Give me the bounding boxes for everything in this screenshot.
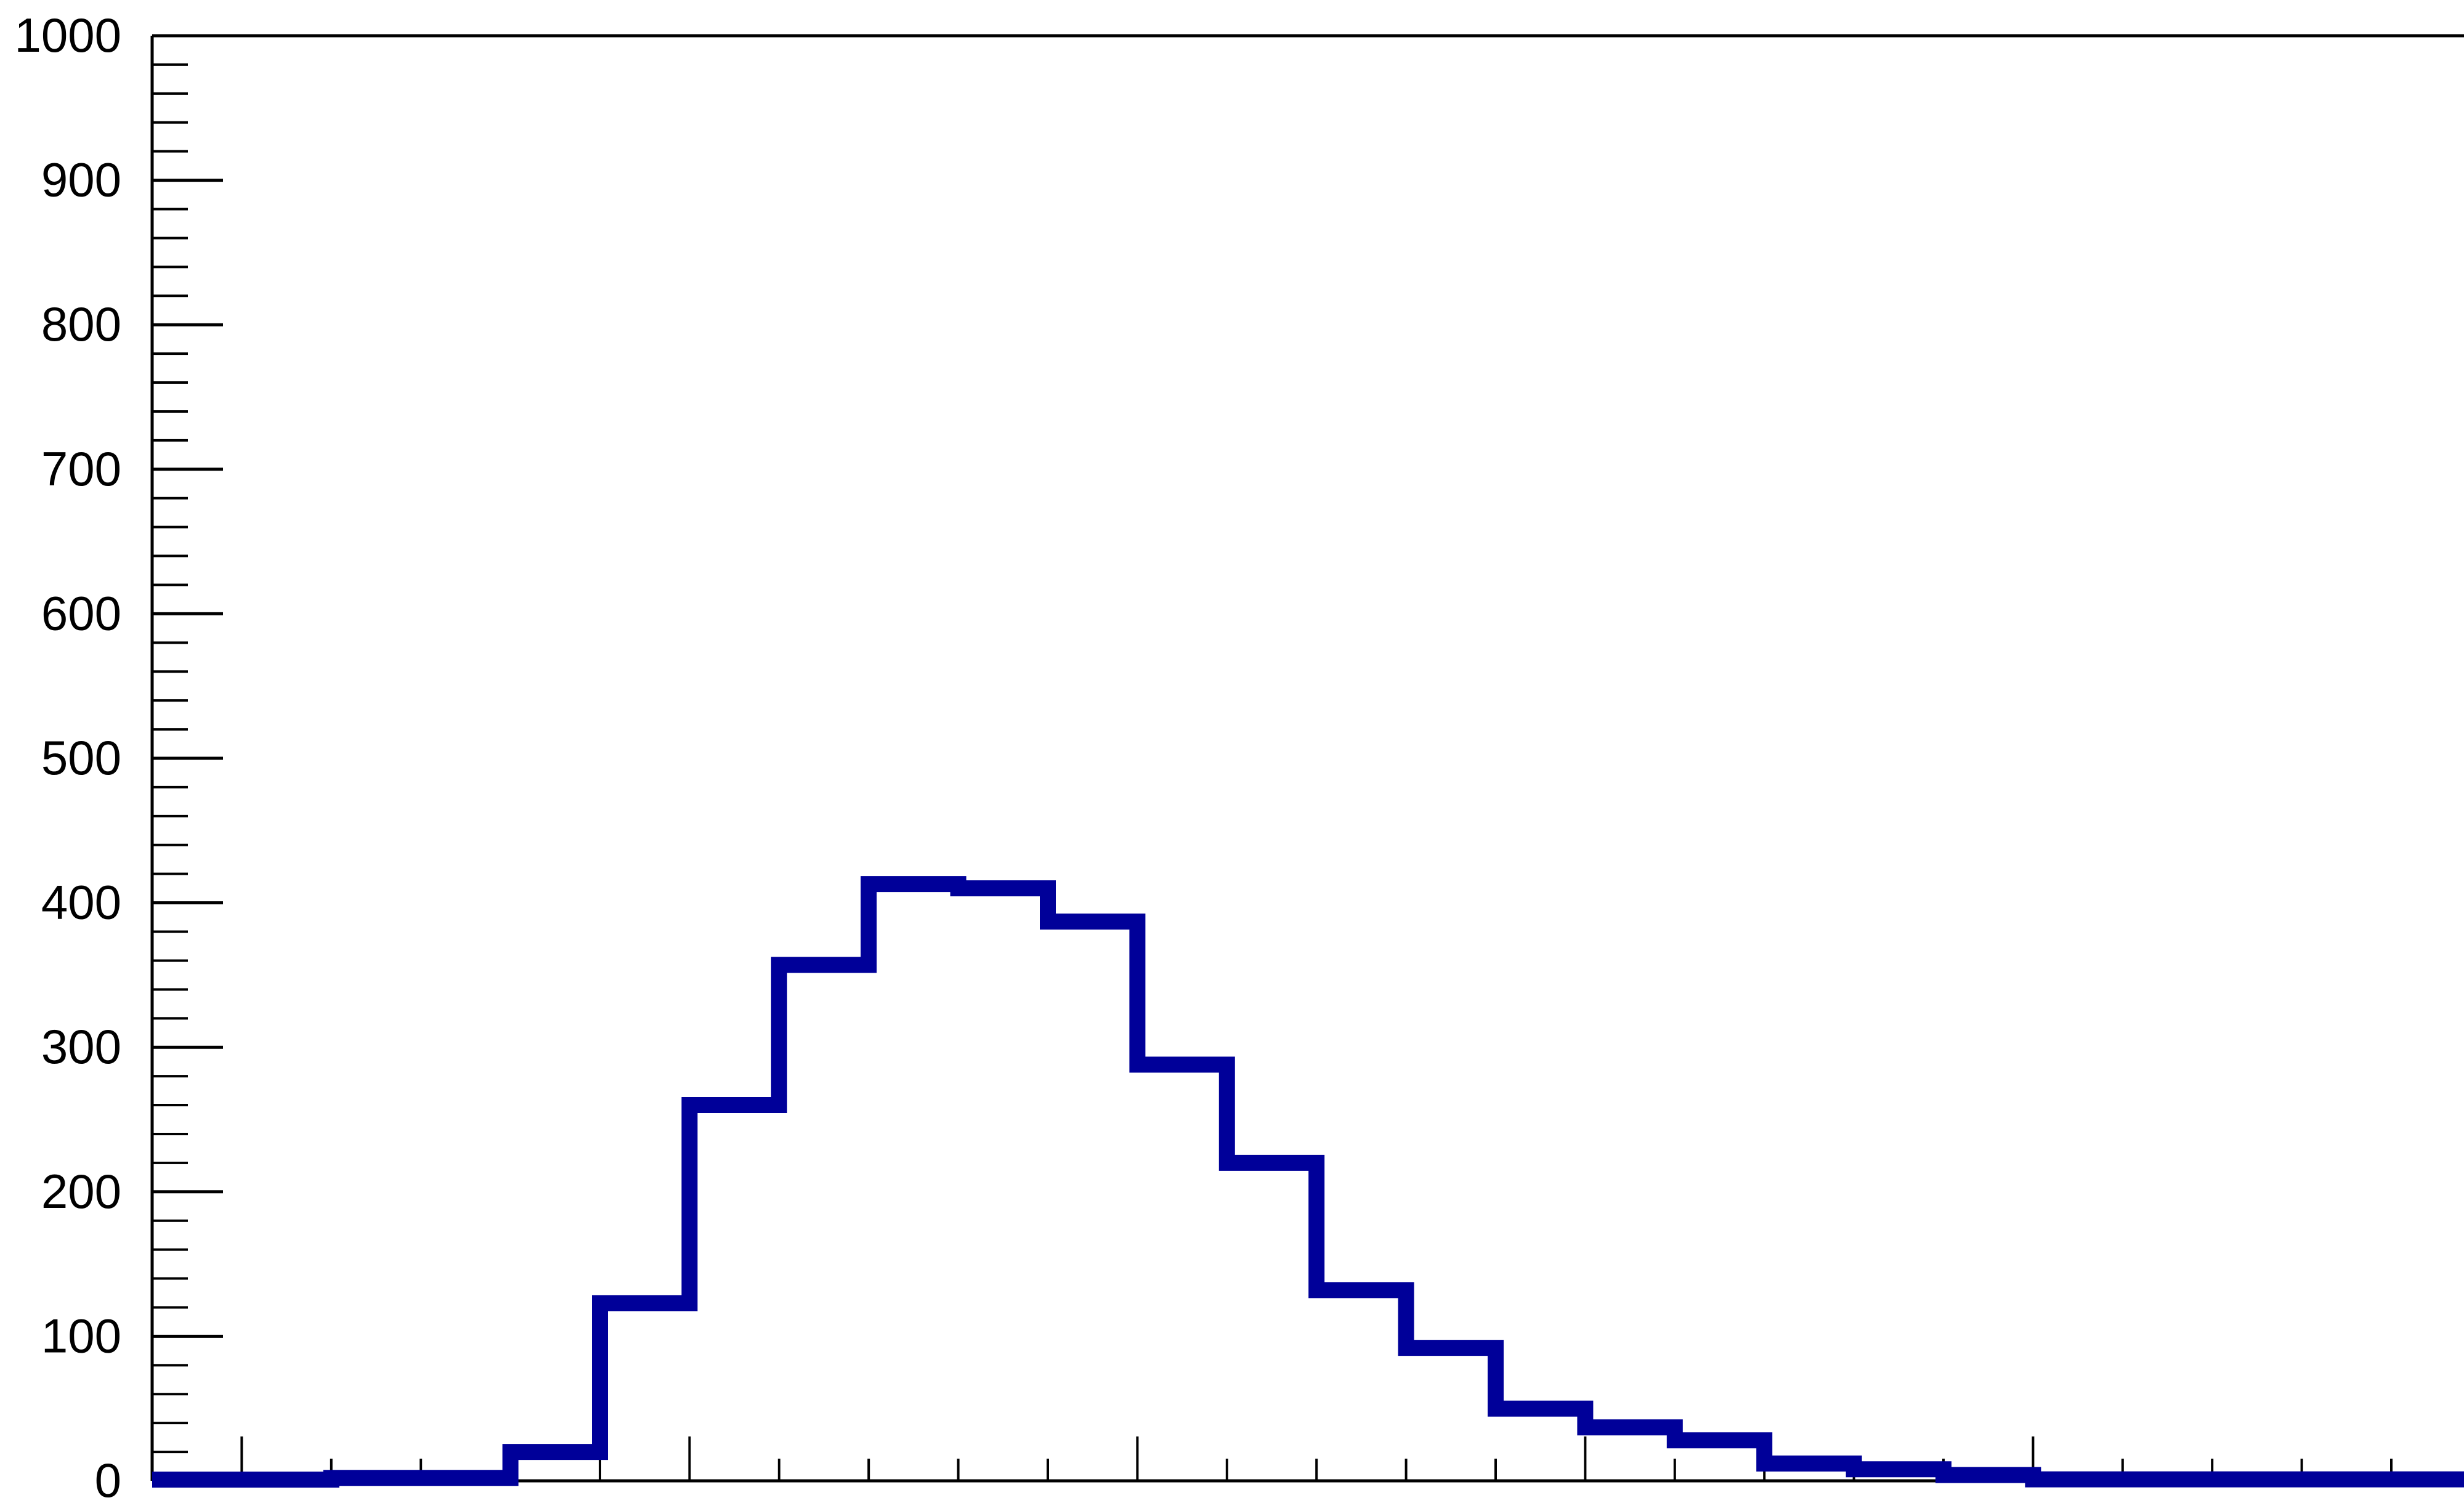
- histogram-bin: [1943, 1475, 2033, 1481]
- histogram-bin: [779, 965, 869, 1481]
- histogram-bin: [869, 884, 958, 1481]
- histogram-bin: [1137, 1064, 1226, 1481]
- histogram-bin: [1406, 1348, 1496, 1481]
- labels-layer: 0 100 200 300 400 500 600 700 800 900 1000: [14, 8, 121, 1503]
- y-tick-label: 600: [41, 586, 121, 640]
- y-tick-label: 400: [41, 875, 121, 930]
- histogram-bin: [2391, 1480, 2464, 1481]
- histogram-bin: [1227, 1163, 1316, 1481]
- histogram-bin: [2302, 1480, 2391, 1481]
- y-tick-label: 0: [95, 1453, 121, 1503]
- histogram-bin: [1675, 1440, 1764, 1481]
- histogram-bin: [2033, 1480, 2122, 1481]
- series-layer: [152, 876, 2464, 1488]
- y-tick-label: 100: [41, 1308, 121, 1363]
- histogram-bin: [2212, 1480, 2301, 1481]
- y-tick-label: 900: [41, 153, 121, 207]
- y-tick-label: 500: [41, 731, 121, 785]
- histogram-bin: [1854, 1469, 1943, 1481]
- histogram-bin: [1585, 1427, 1674, 1481]
- histogram-bin: [1496, 1409, 1585, 1481]
- histogram-bin: [958, 888, 1048, 1481]
- y-tick-label: 200: [41, 1164, 121, 1218]
- histogram-bin: [511, 1452, 600, 1481]
- y-tick-label: 800: [41, 297, 121, 351]
- histogram-bin: [1048, 922, 1137, 1481]
- histogram-bin: [689, 1105, 779, 1481]
- histogram-bin: [421, 1478, 510, 1481]
- histogram-series-line: [152, 876, 2464, 1488]
- histogram-bin: [600, 1303, 689, 1481]
- histogram-bin: [331, 1478, 421, 1481]
- histogram-bin: [2123, 1480, 2212, 1481]
- histogram-bin: [1316, 1290, 1406, 1481]
- y-tick-label: 300: [41, 1019, 121, 1074]
- y-tick-label: 700: [41, 442, 121, 496]
- histogram-bin: [1764, 1464, 1854, 1481]
- y-tick-label: 1000: [14, 8, 121, 62]
